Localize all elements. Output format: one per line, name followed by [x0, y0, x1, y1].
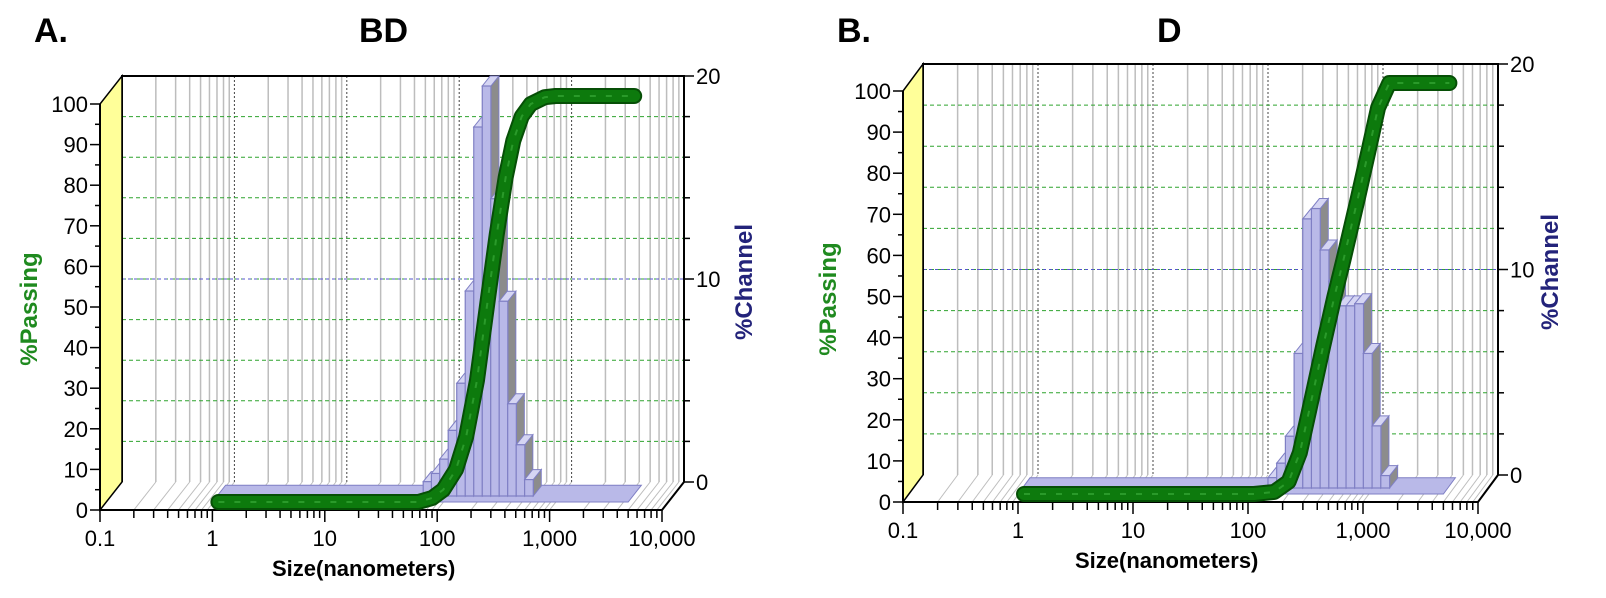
x-tick-label: 1 [206, 526, 218, 551]
x-tick-label: 100 [419, 526, 456, 551]
histogram-bar [1354, 303, 1365, 489]
histogram-bar [507, 403, 517, 497]
left-tick-label: 60 [64, 254, 88, 279]
floor-grid-line [957, 474, 979, 503]
x-tick-label: 10,000 [628, 526, 695, 551]
floor-grid-line [1442, 474, 1464, 503]
left-tick-label: 30 [64, 376, 88, 401]
left-wall [99, 73, 123, 513]
left-tick-label: 90 [64, 133, 88, 158]
x-tick-label: 10,000 [1444, 518, 1511, 543]
x-tick-label: 1,000 [522, 526, 577, 551]
left-tick-label: 70 [64, 214, 88, 239]
floor-grid-line [1006, 474, 1028, 503]
floor-grid-line [999, 474, 1021, 503]
x-tick-label: 100 [1230, 518, 1267, 543]
left-tick-label: 70 [867, 202, 891, 227]
floor-grid-line [992, 474, 1013, 503]
left-tick-label: 100 [854, 79, 891, 104]
floor-grid-line [982, 474, 1004, 503]
chart-title: D [1157, 12, 1182, 50]
histogram-bar [524, 479, 534, 497]
left-tick-label: 90 [867, 120, 891, 145]
histogram-bar [1380, 474, 1391, 489]
left-tick-label: 0 [76, 498, 88, 523]
x-tick-label: 0.1 [85, 526, 116, 551]
panel-letter: B. [837, 12, 871, 50]
right-tick-label: 0 [1510, 463, 1522, 488]
left-wall [902, 61, 924, 505]
histogram-bar [1336, 305, 1347, 489]
histogram-bar [1345, 305, 1356, 489]
left-tick-label: 100 [51, 92, 88, 117]
y-axis-label-passing: %Passing [16, 252, 43, 366]
right-tick-label: 20 [1510, 52, 1534, 77]
floor-grid-line [194, 481, 218, 511]
x-tick-label: 10 [313, 526, 337, 551]
passing-line-texture [1024, 82, 1450, 495]
floor-grid-line [644, 481, 667, 511]
left-tick-label: 10 [867, 449, 891, 474]
floor-grid-line [650, 481, 674, 511]
chart-title: BD [359, 12, 409, 50]
panel-a: 0 10 20 0 10 20 30 40 50 60 70 80 90 100 0.1 1 10 100 1,00… [16, 12, 758, 581]
floor-grid-line [636, 481, 660, 511]
histogram-bar [515, 444, 526, 497]
left-tick-label: 30 [867, 367, 891, 392]
x-tick-label: 1 [1012, 518, 1024, 543]
left-tick-label: 20 [867, 408, 891, 433]
left-tick-label: 10 [64, 457, 88, 482]
left-tick-label: 80 [867, 161, 891, 186]
left-tick-label: 20 [64, 417, 88, 442]
floor-grid-line [656, 481, 680, 511]
y-axis-label-passing: %Passing [815, 242, 842, 356]
right-tick-label: 20 [696, 64, 720, 89]
right-tick-label: 0 [696, 470, 708, 495]
left-tick-label: 0 [879, 490, 891, 515]
x-axis-label: Size(nanometers) [272, 556, 456, 581]
floor-grid-line [1452, 474, 1473, 503]
floor-grid-line [1459, 474, 1481, 503]
floor-grid-line [1472, 474, 1494, 503]
left-tick-label: 40 [64, 336, 88, 361]
chart-b-svg: 0 10 20 0 10 20 30 40 50 60 70 80 90 100 0.1 1 10 100 1,00… [854, 52, 1534, 543]
floor-grid-line [1466, 474, 1488, 503]
floor-grid-line [178, 481, 201, 511]
panel-b: 0 10 20 0 10 20 30 40 50 60 70 80 90 100 0.1 1 10 100 1,00… [803, 0, 1606, 598]
floor-grid-line [153, 481, 177, 511]
floor-grid-line [201, 481, 224, 511]
floor-grid-line [167, 481, 191, 511]
floor-grid-line [133, 481, 157, 511]
x-tick-label: 1,000 [1335, 518, 1390, 543]
left-tick-label: 50 [867, 285, 891, 310]
histogram-bar [1362, 352, 1373, 489]
x-tick-label: 10 [1121, 518, 1145, 543]
x-axis-label: Size(nanometers) [1075, 548, 1259, 573]
x-tick-label: 0.1 [888, 518, 919, 543]
floor-grid-line [937, 474, 959, 503]
y-axis-label-channel: %Channel [731, 224, 758, 341]
left-tick-label: 40 [867, 326, 891, 351]
y-axis-label-channel: %Channel [1537, 214, 1564, 331]
histogram-bar [498, 300, 509, 497]
left-tick-label: 50 [64, 295, 88, 320]
left-tick-label: 60 [867, 243, 891, 268]
floor-grid-line [187, 481, 210, 511]
panel-letter: A. [34, 12, 68, 50]
floor-grid-line [627, 481, 651, 511]
right-tick-label: 10 [696, 267, 720, 292]
floor-grid-line [971, 474, 993, 503]
histogram-bar [1371, 425, 1382, 489]
passing-line [212, 90, 641, 508]
right-tick-label: 10 [1510, 258, 1534, 283]
chart-a-svg: 0 10 20 0 10 20 30 40 50 60 70 80 90 100 0.1 1 10 100 1,00… [51, 64, 720, 551]
left-tick-label: 80 [64, 173, 88, 198]
